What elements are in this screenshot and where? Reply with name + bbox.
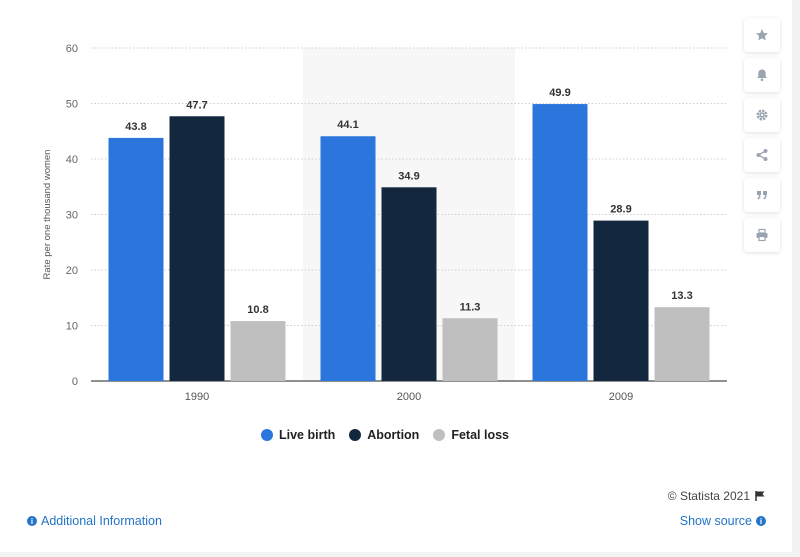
bell-icon — [757, 69, 767, 81]
bar — [381, 187, 437, 381]
gear-icon — [756, 109, 768, 121]
y-axis-label: Rate per one thousand women — [42, 150, 53, 280]
share-button[interactable] — [744, 138, 780, 172]
info-icon: i — [27, 516, 37, 526]
legend-swatch-abortion — [349, 429, 362, 441]
data-label: 44.1 — [337, 119, 358, 131]
y-tick-label: 0 — [72, 376, 78, 388]
data-label: 10.8 — [247, 304, 268, 316]
bar — [169, 116, 225, 381]
data-label: 34.9 — [398, 170, 419, 182]
x-tick-label: 2000 — [397, 391, 421, 403]
bar-chart: 0 10 20 30 40 50 60 Rate per one thousand women… — [42, 43, 727, 403]
favorite-button[interactable] — [744, 18, 780, 52]
print-icon — [756, 228, 768, 242]
y-tick-label: 30 — [66, 210, 78, 222]
quote-icon — [757, 191, 767, 200]
flag-icon — [755, 491, 765, 501]
y-tick-label: 40 — [66, 154, 78, 166]
bar — [320, 136, 376, 381]
notification-button[interactable] — [744, 58, 780, 92]
info-icon: i — [756, 516, 766, 526]
legend-swatch-fetal-loss — [433, 429, 446, 441]
data-label: 13.3 — [671, 290, 692, 302]
share-icon — [756, 149, 768, 161]
cite-button[interactable] — [744, 178, 780, 212]
credit-text: © Statista 2021 — [667, 489, 750, 503]
print-button[interactable] — [744, 218, 780, 252]
chart-legend: Live birth Abortion Fetal loss — [0, 428, 770, 442]
y-tick-label: 10 — [66, 321, 78, 333]
y-tick-label: 20 — [66, 265, 78, 277]
data-label: 47.7 — [186, 99, 207, 111]
bar — [230, 321, 286, 381]
bar — [654, 307, 710, 381]
legend-label-abortion: Abortion — [367, 428, 420, 442]
side-toolbar — [744, 18, 782, 252]
legend-item-fetal-loss[interactable]: Fetal loss — [433, 428, 509, 442]
bar — [442, 318, 498, 381]
legend-item-abortion[interactable]: Abortion — [349, 428, 419, 442]
data-label: 11.3 — [460, 301, 481, 313]
legend-label-fetal-loss: Fetal loss — [451, 428, 509, 442]
additional-information-link[interactable]: i Additional Information — [27, 514, 162, 528]
bar — [593, 220, 649, 381]
star-icon — [756, 29, 768, 41]
additional-information-label: Additional Information — [41, 514, 162, 528]
legend-label-live-birth: Live birth — [278, 428, 336, 442]
show-source-label: Show source — [679, 514, 752, 528]
settings-button[interactable] — [744, 98, 780, 132]
x-tick-label: 1990 — [185, 391, 209, 403]
statista-credit[interactable]: © Statista 2021 — [668, 489, 766, 503]
show-source-link[interactable]: Show source i — [680, 514, 766, 528]
data-label: 43.8 — [125, 121, 146, 133]
data-label: 28.9 — [610, 204, 631, 216]
legend-swatch-live-birth — [260, 429, 273, 441]
y-tick-label: 60 — [66, 43, 78, 55]
bar — [108, 137, 164, 381]
bar — [532, 104, 588, 382]
x-tick-label: 2009 — [609, 391, 633, 403]
legend-item-live-birth[interactable]: Live birth — [260, 428, 336, 442]
y-tick-label: 50 — [66, 99, 78, 111]
data-label: 49.9 — [549, 87, 570, 99]
